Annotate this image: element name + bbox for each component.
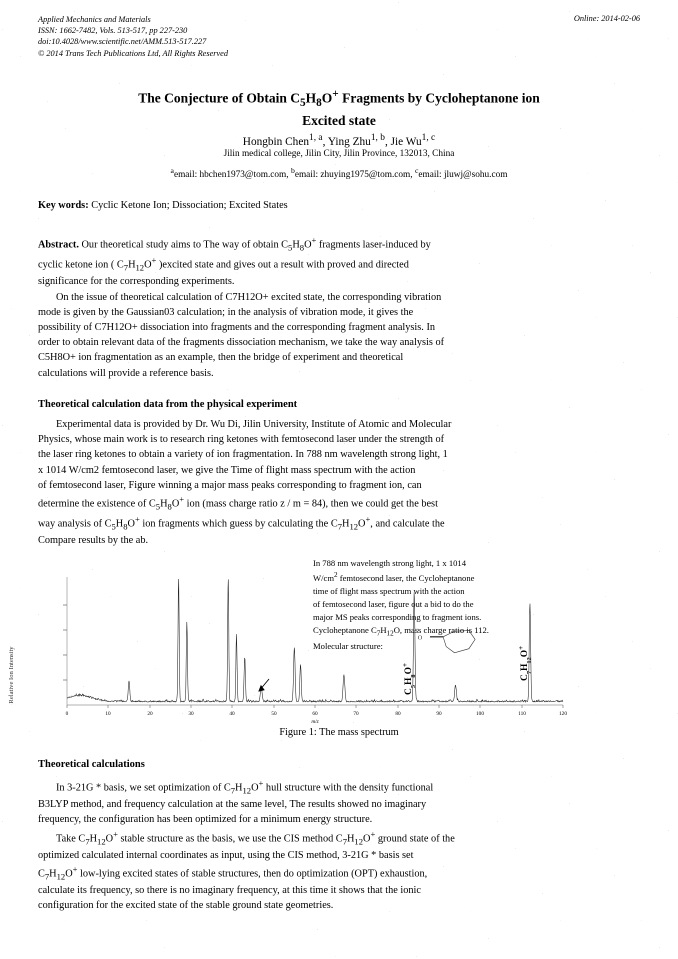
svg-text:Relative Ion Intensity: Relative Ion Intensity xyxy=(8,646,15,704)
svg-text:50: 50 xyxy=(271,711,277,717)
svg-text:0.298: 0.298 xyxy=(409,628,419,633)
svg-text:100: 100 xyxy=(476,711,484,717)
svg-text:m/z: m/z xyxy=(311,719,318,725)
svg-text:60: 60 xyxy=(312,711,318,717)
svg-text:120: 120 xyxy=(559,711,567,717)
svg-text:10: 10 xyxy=(105,711,111,717)
svg-text:C5H8O+: C5H8O+ xyxy=(401,663,417,695)
svg-text:70: 70 xyxy=(353,711,359,717)
svg-text:0: 0 xyxy=(66,711,69,717)
svg-text:110: 110 xyxy=(518,711,526,717)
svg-text:40: 40 xyxy=(229,711,235,717)
svg-text:C7H12O+: C7H12O+ xyxy=(517,646,533,681)
svg-text:90: 90 xyxy=(436,711,442,717)
svg-text:O: O xyxy=(418,634,423,641)
svg-text:80: 80 xyxy=(395,711,401,717)
svg-text:30: 30 xyxy=(188,711,194,717)
svg-text:20: 20 xyxy=(147,711,153,717)
